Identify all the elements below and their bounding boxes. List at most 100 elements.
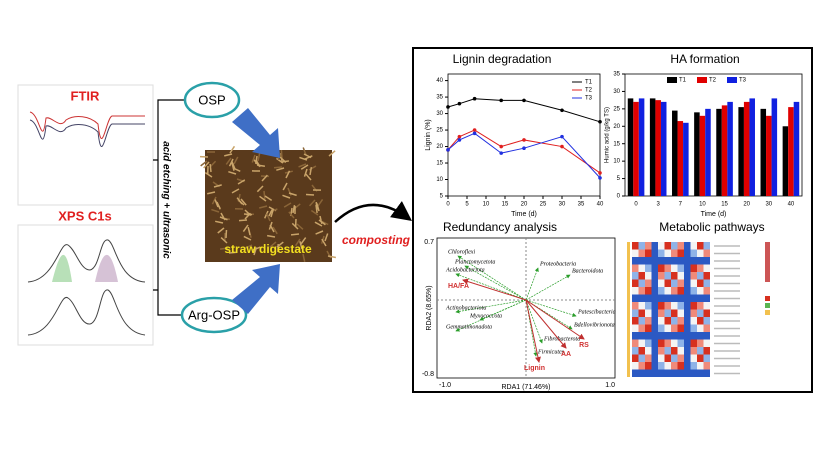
heat-cell [645,264,652,272]
heat-cell [664,249,671,257]
heat-cell [664,302,671,310]
straw-fiber [318,219,326,226]
straw-fiber [294,238,301,247]
ftir-curve [29,111,145,140]
straw-fiber [272,226,278,235]
straw-fiber [269,224,275,233]
point [499,144,504,149]
bar [660,101,667,196]
x-tick-label: 35 [578,202,585,208]
heat-cell [664,264,671,272]
straw-fiber [233,156,239,165]
bar [721,105,728,196]
heat-cell [697,257,704,265]
species-arrow [525,299,543,344]
straw-fiber [299,156,308,161]
composting-arrow [334,201,413,223]
heat-cell [703,332,710,340]
y-tick-label: -0.8 [422,371,434,378]
heat-cell [651,264,658,272]
straw-fiber [215,220,224,224]
straw-fiber [291,222,299,230]
straw-fiber [225,157,232,165]
heat-cell [651,369,658,377]
species-label: Fibrobacterota [543,336,580,342]
heat-cell [632,287,639,295]
straw-fiber [231,188,240,194]
heat-cell [651,339,658,347]
heat-cell [645,362,652,370]
x-tick-label: 40 [597,202,604,208]
straw-fiber [296,223,304,230]
factor-arrow [462,278,527,301]
species-arrow [455,273,527,301]
heat-cell [677,339,684,347]
point [457,101,462,106]
y-tick-label: 5 [440,194,444,200]
straw-fiber [264,195,273,202]
heat-cell [703,354,710,362]
heat-cell [703,294,710,302]
osp-label: OSP [198,92,225,107]
straw-fiber [304,155,313,160]
point [598,171,602,175]
composting-label: composting [342,233,411,247]
heat-cell [697,302,704,310]
heat-cell [658,324,665,332]
heat-cell [697,324,704,332]
heat-cell [632,369,639,377]
heat-cell [677,287,684,295]
heat-cell [632,279,639,287]
heat-cell [671,287,678,295]
y-tick-label: 20 [436,144,443,150]
straw-fiber [261,174,268,182]
heat-cell [638,242,645,250]
heat-cell [658,339,665,347]
heat-cell [671,332,678,340]
bar [766,115,772,196]
heat-cell [651,287,658,295]
straw-fiber [327,255,337,259]
straw-fiber [231,161,236,170]
bar [727,101,733,196]
point [499,98,504,103]
heat-cell [651,272,658,280]
y-tick-label: 10 [613,159,620,165]
heat-cell [658,302,665,310]
heat-cell [638,354,645,362]
heat-cell [664,287,671,295]
bar [771,98,778,196]
x-tick-label: 3 [657,202,661,208]
straw-fiber [309,199,316,207]
heat-cell [658,317,665,325]
heat-cell [664,347,671,355]
heat-cell [703,242,710,250]
straw-fiber [209,163,212,173]
heat-cell [677,332,684,340]
heat-cell [703,317,710,325]
heat-cell [658,332,665,340]
bar [749,98,755,196]
straw-fiber [240,198,247,206]
straw-fiber [273,166,283,169]
heat-cell [684,279,691,287]
heat-cell [632,294,639,302]
heat-cell [684,264,691,272]
factor-arrow [525,299,541,363]
heat-cell [638,249,645,257]
heat-cell [645,369,652,377]
straw-fiber [328,150,336,157]
straw-fiber [219,216,228,221]
heat-cell [651,302,658,310]
heat-cell [684,309,691,317]
heat-cell [658,279,665,287]
heat-cell [651,249,658,257]
species-label: Actinobacteriota [445,305,486,311]
heat-cell [690,287,697,295]
legend-key [765,296,770,301]
species-arrow [455,299,527,332]
arrow-down [232,108,280,158]
heat-cell [684,242,691,250]
heat-cell [651,324,658,332]
